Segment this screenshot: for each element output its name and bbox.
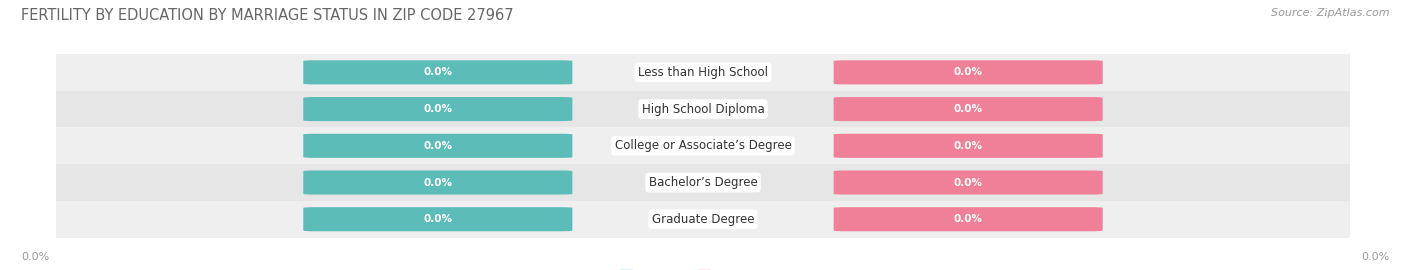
FancyBboxPatch shape — [834, 170, 1102, 195]
FancyBboxPatch shape — [304, 60, 572, 85]
FancyBboxPatch shape — [304, 207, 572, 231]
Text: 0.0%: 0.0% — [423, 214, 453, 224]
Text: FERTILITY BY EDUCATION BY MARRIAGE STATUS IN ZIP CODE 27967: FERTILITY BY EDUCATION BY MARRIAGE STATU… — [21, 8, 513, 23]
Text: 0.0%: 0.0% — [953, 141, 983, 151]
Text: Less than High School: Less than High School — [638, 66, 768, 79]
Text: 0.0%: 0.0% — [423, 104, 453, 114]
FancyBboxPatch shape — [834, 97, 1102, 121]
Text: 0.0%: 0.0% — [953, 177, 983, 188]
Text: 0.0%: 0.0% — [423, 67, 453, 77]
FancyBboxPatch shape — [834, 134, 1102, 158]
FancyBboxPatch shape — [304, 170, 572, 195]
Text: College or Associate’s Degree: College or Associate’s Degree — [614, 139, 792, 152]
FancyBboxPatch shape — [56, 164, 1350, 201]
FancyBboxPatch shape — [56, 91, 1350, 127]
FancyBboxPatch shape — [56, 127, 1350, 164]
Text: Bachelor’s Degree: Bachelor’s Degree — [648, 176, 758, 189]
FancyBboxPatch shape — [304, 134, 572, 158]
FancyBboxPatch shape — [56, 201, 1350, 238]
FancyBboxPatch shape — [834, 207, 1102, 231]
FancyBboxPatch shape — [56, 54, 1350, 91]
Text: 0.0%: 0.0% — [953, 214, 983, 224]
Text: 0.0%: 0.0% — [953, 104, 983, 114]
Text: High School Diploma: High School Diploma — [641, 103, 765, 116]
Text: 0.0%: 0.0% — [1361, 252, 1389, 262]
Text: 0.0%: 0.0% — [953, 67, 983, 77]
Text: 0.0%: 0.0% — [21, 252, 49, 262]
Text: 0.0%: 0.0% — [423, 141, 453, 151]
Text: Graduate Degree: Graduate Degree — [652, 213, 754, 226]
Text: Source: ZipAtlas.com: Source: ZipAtlas.com — [1271, 8, 1389, 18]
Legend: Married, Unmarried: Married, Unmarried — [616, 266, 790, 270]
Text: 0.0%: 0.0% — [423, 177, 453, 188]
FancyBboxPatch shape — [834, 60, 1102, 85]
FancyBboxPatch shape — [304, 97, 572, 121]
